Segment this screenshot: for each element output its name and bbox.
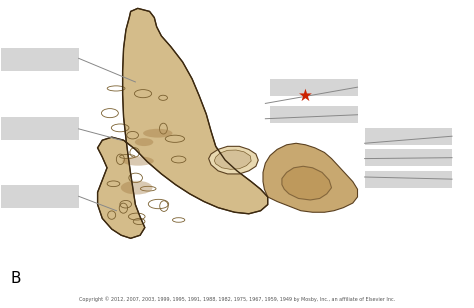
Polygon shape — [214, 150, 251, 169]
Bar — [270, 79, 357, 96]
Polygon shape — [263, 143, 357, 212]
Ellipse shape — [122, 156, 154, 166]
Polygon shape — [98, 8, 268, 238]
Ellipse shape — [143, 129, 173, 138]
Bar — [365, 128, 452, 145]
Bar — [0, 185, 79, 208]
Bar — [270, 107, 357, 123]
Polygon shape — [282, 166, 331, 200]
Text: ★: ★ — [298, 87, 313, 105]
Text: Copyright © 2012, 2007, 2003, 1999, 1995, 1991, 1988, 1982, 1975, 1967, 1959, 19: Copyright © 2012, 2007, 2003, 1999, 1995… — [79, 296, 395, 302]
Bar — [0, 117, 79, 140]
Ellipse shape — [121, 181, 153, 195]
Bar — [365, 171, 452, 188]
Bar — [0, 48, 79, 71]
Text: B: B — [10, 271, 21, 286]
Ellipse shape — [135, 138, 153, 146]
Polygon shape — [209, 146, 258, 174]
Bar — [365, 149, 452, 166]
